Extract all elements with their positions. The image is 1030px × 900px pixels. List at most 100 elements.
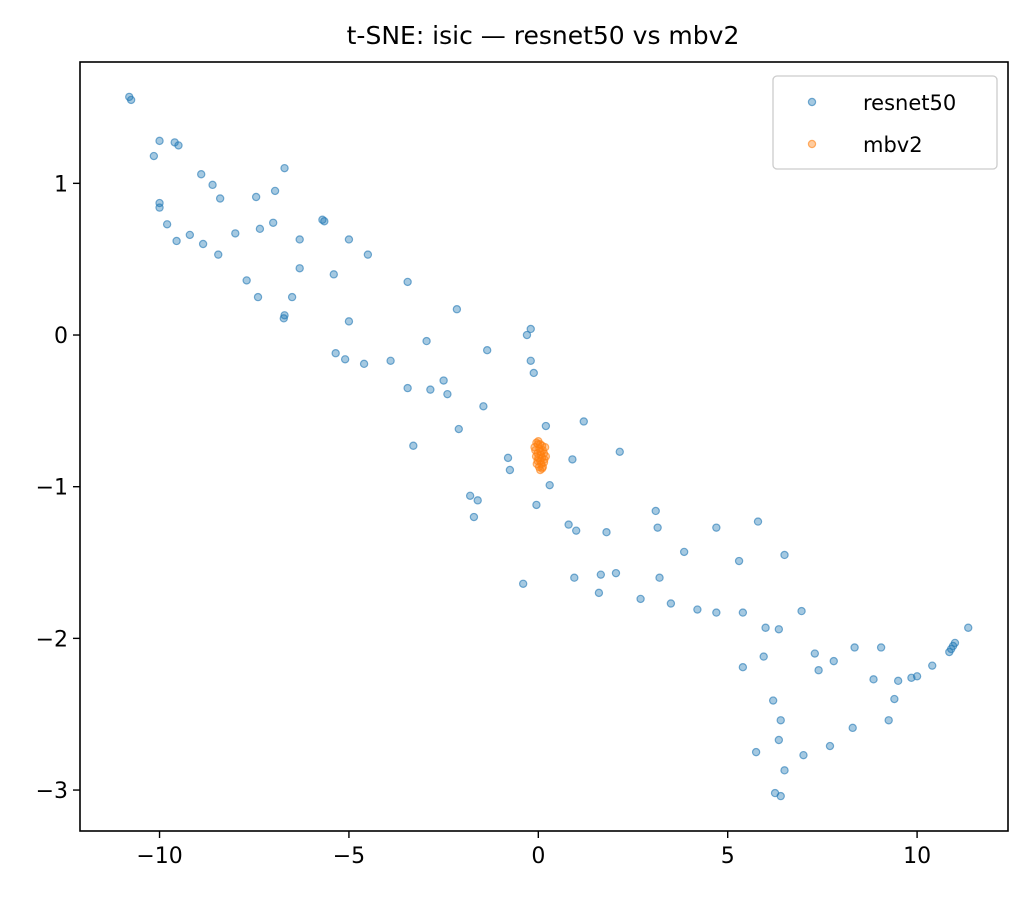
point-resnet50: [797, 606, 806, 616]
point-resnet50: [162, 220, 172, 229]
points-layer: [125, 92, 973, 801]
point-resnet50: [568, 455, 577, 464]
point-resnet50: [443, 389, 452, 399]
point-resnet50: [774, 625, 784, 634]
point-resnet50: [174, 141, 183, 150]
point-resnet50: [454, 424, 463, 434]
point-resnet50: [231, 229, 240, 238]
point-resnet50: [712, 608, 721, 617]
point-resnet50: [869, 675, 878, 684]
point-resnet50: [570, 573, 579, 582]
point-resnet50: [964, 623, 973, 632]
y-tick-label: 1: [54, 172, 68, 197]
point-resnet50: [751, 747, 761, 757]
point-resnet50: [439, 376, 448, 385]
point-resnet50: [469, 512, 479, 522]
legend-label-mbv2: mbv2: [863, 133, 923, 157]
point-resnet50: [876, 643, 886, 652]
y-tick-label: −3: [36, 779, 68, 804]
point-resnet50: [344, 317, 354, 326]
point-resnet50: [776, 791, 785, 801]
point-resnet50: [270, 186, 280, 196]
y-tick-label: 0: [54, 324, 68, 349]
point-resnet50: [950, 638, 960, 648]
point-resnet50: [295, 264, 304, 273]
point-resnet50: [251, 192, 261, 202]
point-resnet50: [126, 95, 136, 105]
point-resnet50: [403, 277, 412, 287]
point-resnet50: [564, 520, 573, 529]
point-mbv2: [537, 464, 547, 473]
point-resnet50: [149, 151, 159, 161]
point-resnet50: [825, 741, 835, 751]
point-resnet50: [422, 336, 431, 346]
point-resnet50: [768, 696, 778, 705]
point-resnet50: [893, 676, 903, 686]
point-resnet50: [329, 270, 338, 279]
point-resnet50: [780, 550, 789, 560]
point-resnet50: [738, 662, 748, 672]
point-resnet50: [615, 447, 624, 457]
point-resnet50: [774, 735, 784, 745]
point-resnet50: [928, 661, 937, 670]
point-resnet50: [541, 421, 551, 431]
point-resnet50: [255, 224, 265, 234]
legend: resnet50 mbv2: [772, 75, 998, 170]
point-resnet50: [426, 385, 435, 394]
point-resnet50: [526, 356, 535, 365]
point-resnet50: [386, 356, 395, 365]
point-resnet50: [172, 236, 181, 246]
point-resnet50: [279, 314, 288, 323]
legend-marker-mbv2: [807, 139, 817, 149]
point-resnet50: [884, 716, 893, 725]
y-axis: −3 −2 −1 0 1: [36, 172, 80, 804]
point-resnet50: [295, 235, 304, 244]
point-resnet50: [890, 694, 899, 704]
point-resnet50: [214, 250, 223, 259]
point-resnet50: [679, 547, 689, 557]
point-resnet50: [759, 652, 768, 661]
point-resnet50: [532, 500, 541, 510]
point-resnet50: [198, 239, 208, 249]
point-resnet50: [666, 599, 676, 608]
point-resnet50: [912, 672, 922, 681]
point-resnet50: [712, 523, 721, 532]
point-resnet50: [529, 368, 538, 378]
point-resnet50: [363, 250, 373, 259]
x-tick-label: −5: [333, 844, 365, 869]
point-resnet50: [522, 330, 532, 340]
point-resnet50: [651, 506, 660, 516]
point-resnet50: [452, 305, 462, 314]
x-tick-label: 10: [903, 844, 931, 869]
legend-marker-resnet50: [807, 97, 817, 107]
point-resnet50: [848, 723, 857, 733]
point-resnet50: [344, 235, 354, 244]
point-resnet50: [409, 441, 418, 450]
point-resnet50: [814, 666, 823, 675]
point-resnet50: [253, 292, 263, 302]
y-tick-label: −2: [36, 627, 68, 652]
point-resnet50: [268, 218, 278, 227]
point-resnet50: [331, 349, 340, 358]
plot-area-frame: [79, 61, 1009, 832]
x-tick-label: 5: [721, 844, 735, 869]
point-resnet50: [505, 465, 515, 475]
point-resnet50: [280, 163, 289, 173]
point-resnet50: [155, 136, 164, 146]
point-resnet50: [653, 523, 662, 532]
point-resnet50: [611, 568, 621, 578]
point-resnet50: [829, 656, 838, 666]
point-resnet50: [503, 453, 513, 463]
point-resnet50: [479, 402, 488, 411]
point-mbv2: [534, 453, 543, 463]
point-resnet50: [526, 324, 535, 334]
point-resnet50: [359, 359, 369, 369]
point-resnet50: [155, 203, 164, 212]
point-resnet50: [596, 570, 606, 579]
point-resnet50: [320, 217, 329, 226]
series-resnet50: [125, 92, 973, 801]
point-resnet50: [810, 649, 820, 658]
point-resnet50: [465, 491, 475, 500]
legend-box: [772, 75, 998, 170]
